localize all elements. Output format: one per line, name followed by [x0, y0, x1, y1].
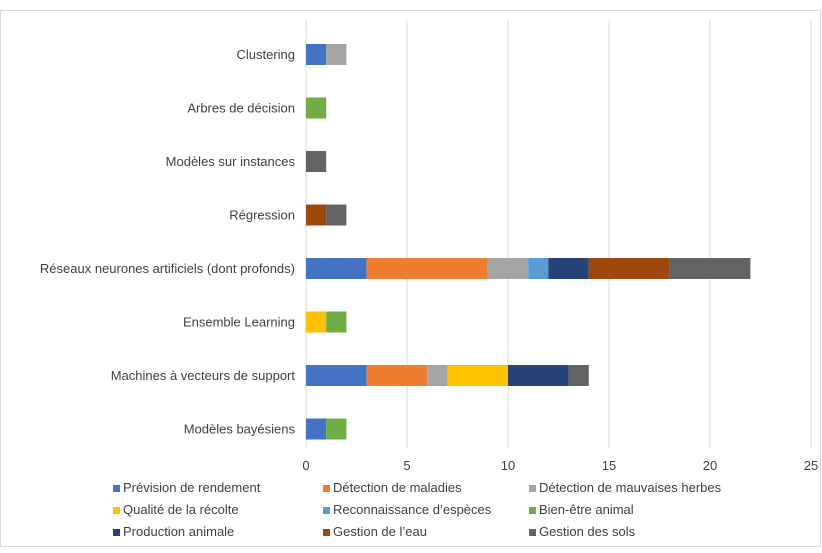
legend: Prévision de rendement Détection de malad…: [113, 480, 722, 539]
bar-segment: [326, 204, 347, 226]
category-label: Ensemble Learning: [183, 315, 295, 330]
category-labels: Clustering Arbres de décision Modèles sur …: [40, 47, 296, 437]
category-label: Clustering: [236, 47, 295, 62]
category-label: Arbres de décision: [187, 101, 295, 116]
bar-segment: [306, 258, 367, 279]
bar-segment: [306, 97, 327, 119]
legend-label: Gestion des sols: [539, 524, 636, 539]
bar-segment: [306, 44, 327, 65]
legend-label: Qualité de la récolte: [123, 502, 239, 517]
legend-label: Production animale: [123, 524, 234, 539]
category-label: Réseaux neurones artificiels (dont profo…: [40, 261, 295, 276]
legend-label: Détection de maladies: [333, 480, 462, 495]
legend-label: Reconnaissance d’espèces: [333, 502, 492, 517]
bar-segment: [306, 418, 327, 440]
legend-swatch: [529, 507, 536, 514]
x-tick-label: 20: [703, 458, 717, 473]
bar-segment: [326, 311, 347, 333]
x-tick-label: 25: [804, 458, 818, 473]
legend-swatch: [323, 485, 330, 492]
x-tick-label: 10: [501, 458, 515, 473]
bar-segment: [548, 258, 589, 279]
legend-swatch: [529, 529, 536, 536]
legend-label: Prévision de rendement: [123, 480, 261, 495]
legend-label: Gestion de l’eau: [333, 524, 427, 539]
legend-swatch: [113, 529, 120, 536]
category-label: Régression: [229, 208, 295, 223]
bar-segment: [326, 44, 347, 65]
x-tick-label: 5: [403, 458, 410, 473]
x-tick-label: 15: [602, 458, 616, 473]
x-axis-ticks: 0 5 10 15 20 25: [302, 458, 818, 473]
legend-swatch: [113, 485, 120, 492]
bar-segment: [427, 365, 448, 386]
bar-segment: [669, 258, 751, 279]
bar-segment: [366, 365, 428, 386]
bar-segment: [508, 365, 569, 386]
category-label: Machines à vecteurs de support: [111, 368, 296, 383]
bar-segment: [487, 258, 529, 279]
bar-segment: [568, 365, 589, 386]
bar-segment: [326, 418, 347, 440]
legend-swatch: [323, 507, 330, 514]
category-label: Modèles bayésiens: [184, 422, 296, 437]
legend-label: Bien-être animal: [539, 502, 634, 517]
bar-segment: [306, 311, 327, 333]
bar-segment: [447, 365, 508, 386]
legend-swatch: [529, 485, 536, 492]
legend-label: Détection de mauvaises herbes: [539, 480, 722, 495]
legend-swatch: [323, 529, 330, 536]
x-tick-label: 0: [302, 458, 309, 473]
bar-segment: [588, 258, 670, 279]
bar-segment: [306, 365, 367, 386]
bar-segment: [306, 151, 327, 172]
legend-swatch: [113, 507, 120, 514]
bar-series: [306, 44, 751, 440]
bar-segment: [366, 258, 488, 279]
bar-segment: [528, 258, 549, 279]
category-label: Modèles sur instances: [166, 154, 296, 169]
bar-segment: [306, 204, 327, 226]
